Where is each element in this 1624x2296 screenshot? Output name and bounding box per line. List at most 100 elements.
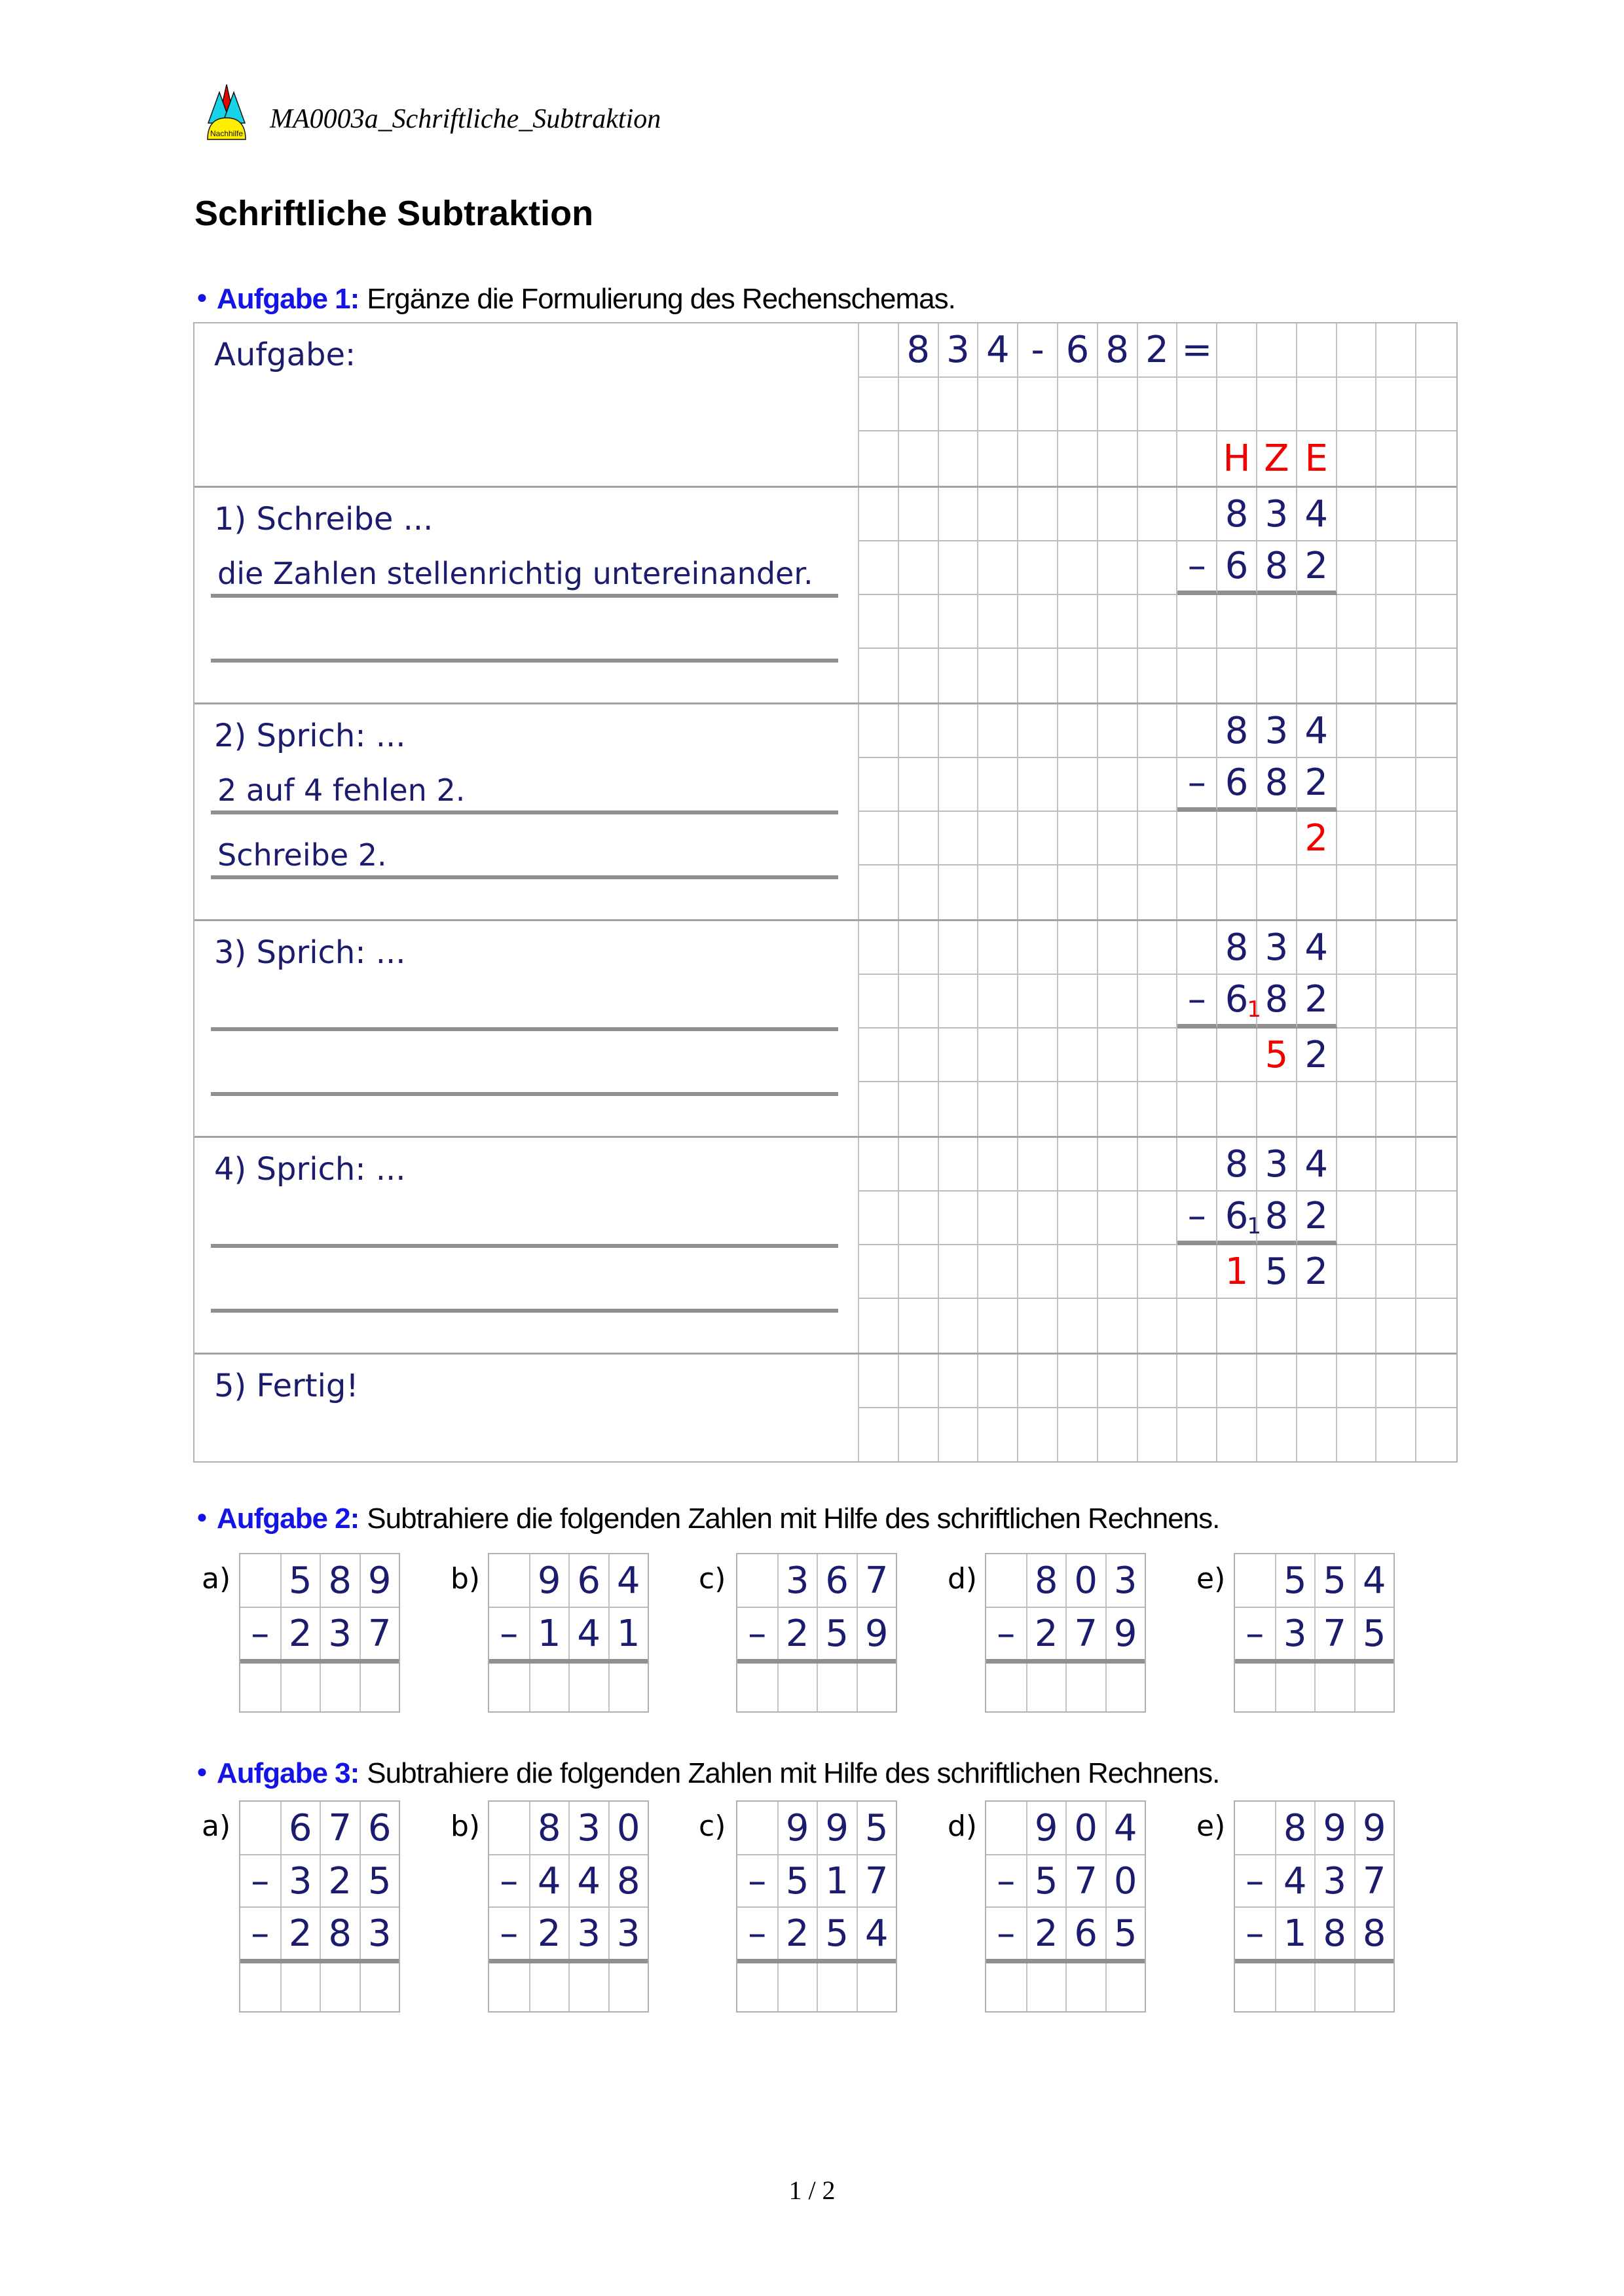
- problem-cell: 5: [856, 1802, 896, 1854]
- grid-cell: [1018, 377, 1058, 432]
- grid-cell: [1137, 377, 1178, 432]
- section-left-cell: 2) Sprich: ... 2 auf 4 fehlen 2. Schreibe …: [194, 704, 858, 919]
- grid-cell: [1137, 921, 1178, 975]
- problem-cell: [240, 1554, 280, 1607]
- grid-cell: [1416, 866, 1456, 919]
- grid-digit: 4: [1304, 709, 1329, 752]
- bullet-icon: ●: [196, 287, 208, 307]
- problem-label: d): [948, 1810, 978, 1843]
- problem-cell: 9: [1314, 1802, 1354, 1854]
- grid-cell: [938, 1029, 979, 1082]
- grid-cell: [978, 758, 1019, 812]
- grid-cell: [1416, 1299, 1456, 1353]
- grid-cell: 4: [1297, 1138, 1337, 1192]
- digit-row: –2 3 3: [489, 1906, 648, 1959]
- nachhilfe-logo-icon: Nachhilfe: [207, 84, 246, 140]
- grid-cell: [1376, 649, 1417, 702]
- grid-cell: [1098, 1245, 1138, 1299]
- grid-cell: 8: [1257, 541, 1297, 595]
- grid-cell: [1098, 1355, 1138, 1408]
- grid-digit: 8: [1225, 926, 1249, 969]
- problem-cell: 6: [359, 1802, 399, 1854]
- problem-cell: [1314, 1963, 1354, 2011]
- grid-cell: [1058, 758, 1098, 812]
- grid-cell: [898, 812, 939, 866]
- problem-cell: [777, 1963, 817, 2011]
- grid-cell: [1058, 1029, 1098, 1082]
- section-title: Aufgabe:: [214, 337, 356, 373]
- grid-cell: [978, 377, 1019, 432]
- problem-cell: 9: [1105, 1608, 1145, 1659]
- problem-box: 8 3 0–4 4 8–2 3 3: [488, 1800, 649, 2013]
- problem-cell: [986, 1802, 1026, 1854]
- problem-label: b): [451, 1810, 481, 1843]
- grid-cell: [978, 649, 1019, 702]
- problem-cell: [240, 1802, 280, 1854]
- grid-cell: [1137, 975, 1178, 1029]
- grid-cell: [1018, 649, 1058, 702]
- problem-cell: 3: [1105, 1554, 1145, 1607]
- grid-cell: H: [1217, 431, 1257, 486]
- grid-cell: [859, 431, 899, 486]
- problem-cell: 5: [280, 1554, 320, 1607]
- grid-cell: [939, 1082, 979, 1136]
- task1-section-step3: 3) Sprich: ... 8 3 4–6 1 8 2 5 2: [194, 919, 1456, 1136]
- section-left-cell: 4) Sprich: ...: [194, 1138, 858, 1353]
- grid-cell: 4: [1297, 488, 1337, 541]
- problem-cell: 9: [856, 1608, 896, 1659]
- grid-digit: E: [1304, 437, 1328, 481]
- problem-box: 9 9 5–5 1 7–2 5 4: [736, 1800, 897, 2013]
- problem-cell: 2: [1025, 1908, 1066, 1959]
- grid-cell: [1416, 1138, 1456, 1192]
- problem-cell: 1: [817, 1855, 857, 1906]
- grid-cell: [938, 812, 979, 866]
- grid-cell: [1416, 704, 1456, 758]
- grid-cell: [1177, 1029, 1218, 1082]
- grid-cell: [1058, 1245, 1098, 1299]
- problem-cell: [1065, 1963, 1105, 2011]
- grid-digit: 8: [1264, 545, 1289, 587]
- grid-cell: [1257, 1082, 1297, 1136]
- grid-cell: [1018, 866, 1058, 919]
- grid-cell: [1217, 812, 1257, 866]
- problem-cell: 4: [568, 1608, 608, 1659]
- grid-cell: [898, 377, 939, 432]
- problem-cell: 7: [320, 1802, 360, 1854]
- problem-cell: [1235, 1963, 1275, 2011]
- grid-cell: [1177, 649, 1218, 702]
- grid-cell: [1416, 541, 1456, 595]
- grid-cell: [1376, 1138, 1417, 1192]
- grid-cell: [1376, 758, 1417, 812]
- problem-cell: 9: [1354, 1802, 1394, 1854]
- grid-digit: 1: [1225, 1250, 1249, 1293]
- task1-heading: ● Aufgabe 1: Ergänze die Formulierung des …: [196, 283, 956, 316]
- grid-cell: [1098, 758, 1138, 812]
- digit-row: –2 8 3: [240, 1906, 399, 1959]
- grid-cell: [859, 866, 899, 919]
- problem-cell: –: [500, 1612, 519, 1655]
- problem-cell: 6: [1065, 1908, 1105, 1959]
- grid-cell: [898, 704, 939, 758]
- problem-cell: 4: [856, 1908, 896, 1959]
- problem-box: 5 8 9–2 3 7: [239, 1553, 400, 1713]
- grid-digit: 8: [1264, 978, 1289, 1021]
- grid-cell: [1098, 704, 1138, 758]
- grid-cell: [1376, 1192, 1417, 1245]
- grid-cell: [1257, 595, 1297, 649]
- page-number: 1 / 2: [788, 2176, 836, 2205]
- grid-cell: [978, 921, 1019, 975]
- grid-cell: [1416, 595, 1456, 649]
- grid-cell: [1416, 1029, 1456, 1082]
- grid-cell: [1217, 1029, 1257, 1082]
- grid-cell: [1376, 1082, 1417, 1136]
- grid-cell: 2: [1297, 1245, 1337, 1299]
- section-grid: 8 3 4-6 8 2 = H Z E: [858, 323, 1456, 486]
- grid-cell: [939, 866, 979, 919]
- problem-cell: 2: [280, 1908, 320, 1959]
- grid-digit: 8: [1225, 709, 1249, 752]
- problem-cell: 3: [280, 1855, 320, 1906]
- problem-label: d): [948, 1562, 978, 1595]
